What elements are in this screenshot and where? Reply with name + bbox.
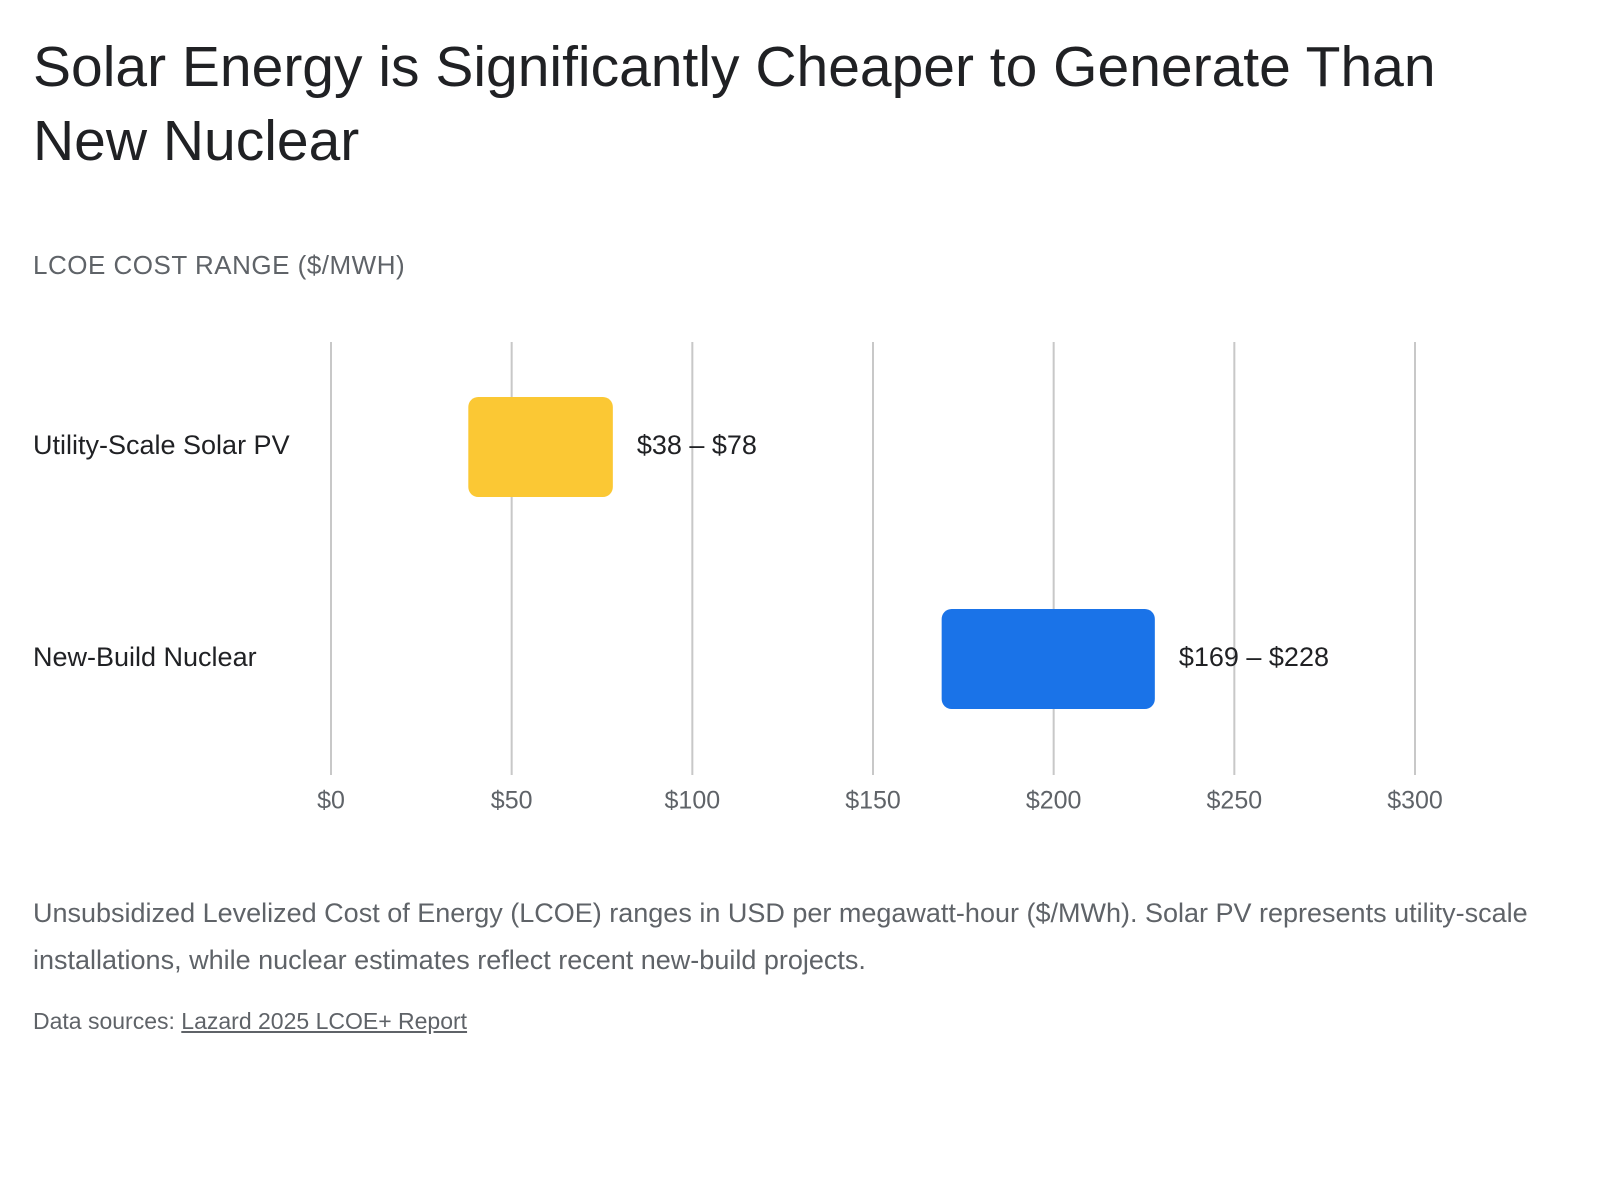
chart-title: Solar Energy is Significantly Cheaper to…: [33, 35, 1436, 173]
y-tick-label: New-Build Nuclear: [33, 642, 257, 672]
axis-label: LCOE COST RANGE ($/MWH): [33, 250, 406, 280]
x-tick-label: $200: [1026, 787, 1082, 815]
x-tick-label: $250: [1207, 787, 1263, 815]
x-tick-label: $0: [317, 787, 345, 815]
x-tick-label: $150: [845, 787, 901, 815]
source-prefix: Data sources:: [33, 1008, 175, 1034]
x-tick-label: $100: [665, 787, 721, 815]
value-label: $169 – $228: [1179, 642, 1329, 672]
range-bar: [468, 397, 613, 497]
x-tick-label: $300: [1387, 787, 1443, 815]
y-tick-label: Utility-Scale Solar PV: [33, 430, 290, 460]
caption: Unsubsidized Levelized Cost of Energy (L…: [33, 898, 1528, 975]
source-link[interactable]: Lazard 2025 LCOE+ Report: [181, 1008, 468, 1034]
x-tick-label: $50: [491, 787, 533, 815]
range-bar: [941, 609, 1155, 709]
value-label: $38 – $78: [637, 430, 757, 460]
source: Data sources: Lazard 2025 LCOE+ Report: [33, 1008, 467, 1035]
